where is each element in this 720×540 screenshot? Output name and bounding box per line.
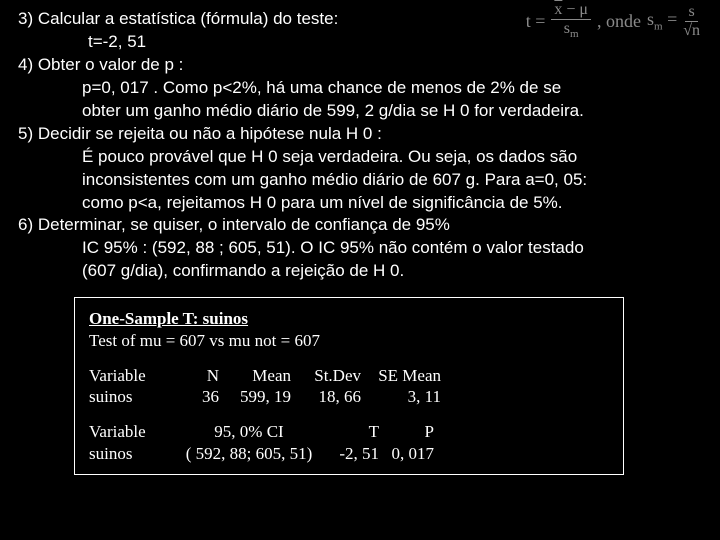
p-value-line2: obter um ganho médio diário de 599, 2 g/…: [18, 100, 702, 123]
ci-line1: IC 95% : (592, 88 ; 605, 51). O IC 95% n…: [18, 237, 702, 260]
box-subtitle: Test of mu = 607 vs mu not = 607: [89, 330, 609, 351]
h2-variable: Variable: [89, 421, 169, 442]
table1-header: Variable N Mean St.Dev SE Mean: [89, 365, 609, 386]
r1-n: 36: [169, 386, 219, 407]
body-text: 3) Calcular a estatística (fórmula) do t…: [18, 8, 702, 283]
step3-title: 3) Calcular a estatística (fórmula) do t…: [18, 8, 702, 31]
step6-title: 6) Determinar, se quiser, o intervalo de…: [18, 214, 702, 237]
r2-p: 0, 017: [379, 443, 434, 464]
output-box: One-Sample T: suinos Test of mu = 607 vs…: [74, 297, 624, 475]
h-mean: Mean: [219, 365, 291, 386]
decision-line3: como p<a, rejeitamos H 0 para um nível d…: [18, 192, 702, 215]
r1-stdev: 18, 66: [291, 386, 361, 407]
decision-line1: É pouco provável que H 0 seja verdadeira…: [18, 146, 702, 169]
ci-line2: (607 g/dia), confirmando a rejeição de H…: [18, 260, 702, 283]
h2-p: P: [379, 421, 434, 442]
h2-t: T: [329, 421, 379, 442]
box-title: One-Sample T: suinos: [89, 309, 248, 328]
r2-variable: suinos: [89, 443, 169, 464]
decision-line2: inconsistentes com um ganho médio diário…: [18, 169, 702, 192]
step4-title: 4) Obter o valor de p :: [18, 54, 702, 77]
r1-variable: suinos: [89, 386, 169, 407]
table1-row: suinos 36 599, 19 18, 66 3, 11: [89, 386, 609, 407]
h-variable: Variable: [89, 365, 169, 386]
r2-t: -2, 51: [329, 443, 379, 464]
h-stdev: St.Dev: [291, 365, 361, 386]
table2-header: Variable 95, 0% CI T P: [89, 421, 609, 442]
h-semean: SE Mean: [361, 365, 441, 386]
r2-ci: ( 592, 88; 605, 51): [169, 443, 329, 464]
step5-title: 5) Decidir se rejeita ou não a hipótese …: [18, 123, 702, 146]
h-n: N: [169, 365, 219, 386]
r1-semean: 3, 11: [361, 386, 441, 407]
h2-ci: 95, 0% CI: [169, 421, 329, 442]
t-value: t=-2, 51: [18, 31, 702, 54]
p-value-line1: p=0, 017 . Como p<2%, há uma chance de m…: [18, 77, 702, 100]
table2-row: suinos ( 592, 88; 605, 51) -2, 51 0, 017: [89, 443, 609, 464]
r1-mean: 599, 19: [219, 386, 291, 407]
